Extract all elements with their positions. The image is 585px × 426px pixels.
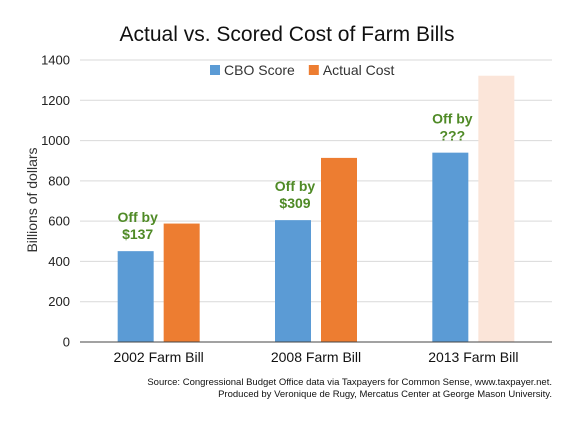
y-axis-label: Billions of dollars — [24, 147, 40, 252]
legend-swatch-2 — [308, 65, 319, 75]
source-line-2: Produced by Veronique de Rugy, Mercatus … — [218, 389, 552, 400]
y-tick-label-1400: 1400 — [41, 53, 70, 68]
grid — [80, 59, 552, 303]
bar-actual-cost-2 — [321, 157, 357, 342]
annotation-1-line-1: Off by — [117, 209, 158, 225]
x-axis-categories: 2002 Farm Bill 2008 Farm Bill 2013 Farm Bi… — [114, 349, 519, 365]
y-tick-label-1000: 1000 — [41, 133, 70, 148]
y-tick-label-1200: 1200 — [41, 93, 70, 108]
x-category-label-1: 2002 Farm Bill — [114, 349, 204, 365]
x-category-label-2: 2008 Farm Bill — [271, 349, 361, 365]
y-tick-label-400: 400 — [48, 254, 70, 269]
annotation-2-line-1: Off by — [275, 178, 316, 194]
bar-actual-cost-3 — [478, 75, 515, 342]
y-tick-label-800: 800 — [48, 173, 70, 188]
legend: CBO Score Actual Cost — [210, 62, 395, 78]
chart-title: Actual vs. Scored Cost of Farm Bills — [120, 23, 455, 46]
bars — [117, 75, 515, 342]
bar-cbo-score-2 — [275, 220, 311, 342]
y-tick-label-600: 600 — [48, 214, 70, 229]
source-line-1: Source: Congressional Budget Office data… — [147, 377, 552, 388]
y-tick-label-200: 200 — [48, 294, 70, 309]
x-category-label-3: 2013 Farm Bill — [428, 349, 518, 365]
annotation-3-line-2: ??? — [440, 128, 466, 144]
y-tick-label-0: 0 — [63, 335, 70, 350]
bar-cbo-score-1 — [117, 251, 154, 342]
legend-label-1: CBO Score — [224, 62, 295, 78]
legend-label-2: Actual Cost — [323, 62, 395, 78]
bar-cbo-score-3 — [432, 152, 469, 342]
y-axis-ticks: 0 200 400 600 800 1000 1200 1400 — [41, 53, 70, 350]
annotation-2-line-2: $309 — [279, 195, 310, 211]
bar-actual-cost-1 — [163, 223, 200, 342]
annotation-1-line-2: $137 — [122, 226, 153, 242]
legend-swatch-1 — [210, 65, 220, 75]
annotation-3-line-1: Off by — [432, 111, 473, 127]
